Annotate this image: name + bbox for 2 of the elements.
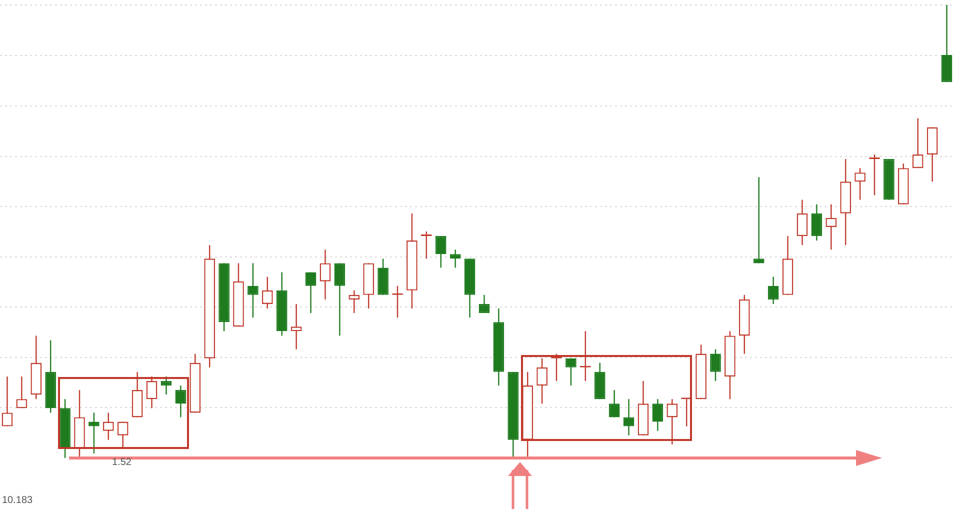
text: 10.183 (2, 494, 34, 506)
annotation: 1.52 (112, 456, 132, 468)
